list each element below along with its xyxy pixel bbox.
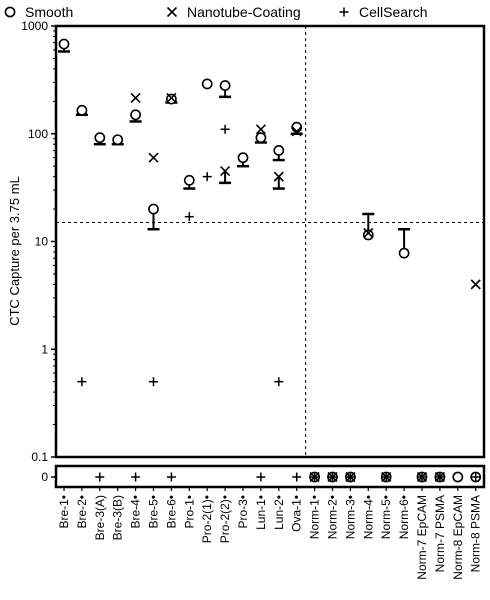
y-axis-label: CTC Capture per 3.75 mL [7, 176, 22, 326]
smooth-point [452, 471, 464, 483]
series-nanotube-coating [130, 92, 481, 290]
y-tick-label: 10 [35, 235, 49, 249]
nanotube-point [220, 166, 231, 177]
smooth-point [130, 109, 141, 121]
plot-area: 0.1 1 10 100 1000 [21, 19, 486, 464]
x-tick-label: Ova-1• [290, 495, 304, 532]
nanotube-point [363, 227, 374, 239]
smooth-point [183, 174, 195, 186]
smooth-point [362, 229, 374, 241]
nanotube-point [166, 6, 178, 18]
legend-item: CellSearch [339, 4, 427, 20]
legend: Smooth Nanotube-Coating CellSearch [4, 4, 427, 20]
nanotube-point [291, 126, 302, 137]
smooth-point [94, 132, 106, 144]
smooth-point [398, 247, 410, 259]
nanotube-point [255, 124, 266, 135]
x-tick-label: Norm-8 PSMA [469, 495, 483, 572]
smooth-point [76, 104, 88, 116]
nanotube-point [148, 152, 159, 163]
y-tick-label: 100 [28, 127, 48, 141]
smooth-point [58, 38, 70, 50]
x-tick-label: Norm-1• [308, 495, 322, 539]
x-tick-label: Bre-4• [129, 495, 143, 529]
smooth-point [201, 78, 213, 90]
zero-series-cellsearch [95, 472, 481, 482]
legend-label: Nanotube-Coating [187, 4, 301, 20]
y-tick-label: 0.1 [31, 450, 48, 464]
x-tick-label: Norm-7 PSMA [433, 495, 447, 572]
nanotube-point [470, 279, 481, 290]
smooth-point [4, 6, 16, 18]
x-tick-label: Pro-1• [182, 495, 196, 529]
smooth-point [255, 132, 267, 144]
zero-row-label: 0 [41, 470, 48, 484]
legend-item: Nanotube-Coating [166, 4, 301, 20]
x-tick-label: Norm-5• [379, 495, 393, 539]
series-smooth [58, 38, 411, 259]
nanotube-point [130, 92, 141, 103]
x-tick-label: Bre-1• [57, 495, 71, 529]
x-tick-label: Bre-2• [75, 495, 89, 529]
zero-panel: 0 [41, 464, 486, 489]
x-tick-label: Bre-6• [164, 495, 178, 529]
x-tick-label: Norm-7 EpCAM [415, 495, 429, 580]
x-tick-label: Lun-2• [272, 495, 286, 530]
plot-frame [54, 24, 486, 459]
x-tick-label: Norm-2• [326, 495, 340, 539]
nanotube-point [166, 92, 177, 103]
y-axis-label-group: CTC Capture per 3.75 mL [7, 176, 22, 326]
smooth-point [112, 134, 124, 146]
smooth-point [219, 80, 231, 91]
legend-label: CellSearch [359, 4, 427, 20]
x-tick-label: Pro-3• [236, 495, 250, 529]
x-tick-label: Bre-5• [147, 495, 161, 529]
x-tick-label: Norm-4• [361, 495, 375, 539]
series-cellsearch [77, 124, 284, 387]
legend-item: Smooth [4, 4, 73, 20]
x-tick-label: Norm-6• [397, 495, 411, 539]
x-tick-label: Pro-2(2)• [218, 495, 232, 543]
smooth-point [273, 145, 285, 156]
x-tick-labels: Bre-1• Bre-2• Bre-3(A) Bre-3(B) Bre-4• Bre-5•… [57, 487, 483, 580]
smooth-point [148, 203, 159, 215]
y-tick-label: 1000 [21, 19, 48, 33]
y-tick-label: 1 [41, 342, 48, 356]
x-tick-label: Pro-2(1)• [200, 495, 214, 543]
x-tick-label: Bre-3(A) [93, 495, 107, 540]
x-tick-label: Lun-1• [254, 495, 268, 530]
legend-label: Smooth [25, 4, 73, 20]
smooth-point [237, 152, 249, 164]
x-tick-label: Norm-3• [343, 495, 357, 539]
x-tick-label: Norm-8 EpCAM [451, 495, 465, 580]
nanotube-point [273, 171, 284, 182]
x-tick-label: Bre-3(B) [111, 495, 125, 540]
